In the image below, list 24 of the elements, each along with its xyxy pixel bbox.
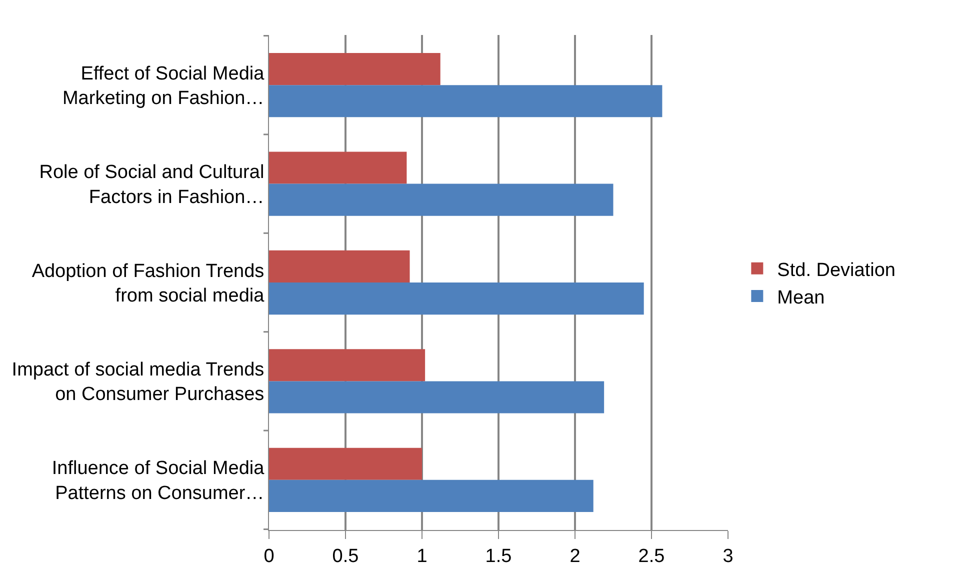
bar	[269, 282, 644, 315]
y-tick-label: Influence of Social Media Patterns on Consumer…	[52, 458, 265, 504]
legend-label: Std. Deviation	[777, 260, 896, 281]
y-tick-label: Impact of social media Trends on Consumer Purchases	[12, 360, 264, 406]
x-tick-label: 3	[722, 546, 734, 567]
bar	[269, 152, 407, 184]
x-tick-label: 1	[416, 546, 428, 567]
bar	[269, 349, 426, 382]
bar	[269, 53, 440, 86]
x-tick-label: 1.5	[485, 546, 512, 567]
y-tick-label: Adoption of Fashion Trends from social media	[32, 260, 265, 306]
y-tick-label: Effect of Social Media Marketing on Fashion…	[62, 63, 265, 110]
bar	[269, 448, 422, 480]
bar	[269, 381, 604, 414]
y-tick-label: Role of Social and Cultural Factors in Fashion…	[39, 162, 264, 208]
bar	[269, 85, 662, 118]
x-tick-label: 0	[264, 546, 274, 567]
x-tick-label: 0.5	[332, 546, 359, 567]
x-tick-label: 2	[570, 546, 580, 567]
bar	[269, 184, 614, 216]
legend-label: Mean	[777, 287, 825, 308]
bar	[269, 480, 594, 512]
x-tick-label: 2.5	[638, 546, 665, 567]
bar	[269, 250, 410, 282]
